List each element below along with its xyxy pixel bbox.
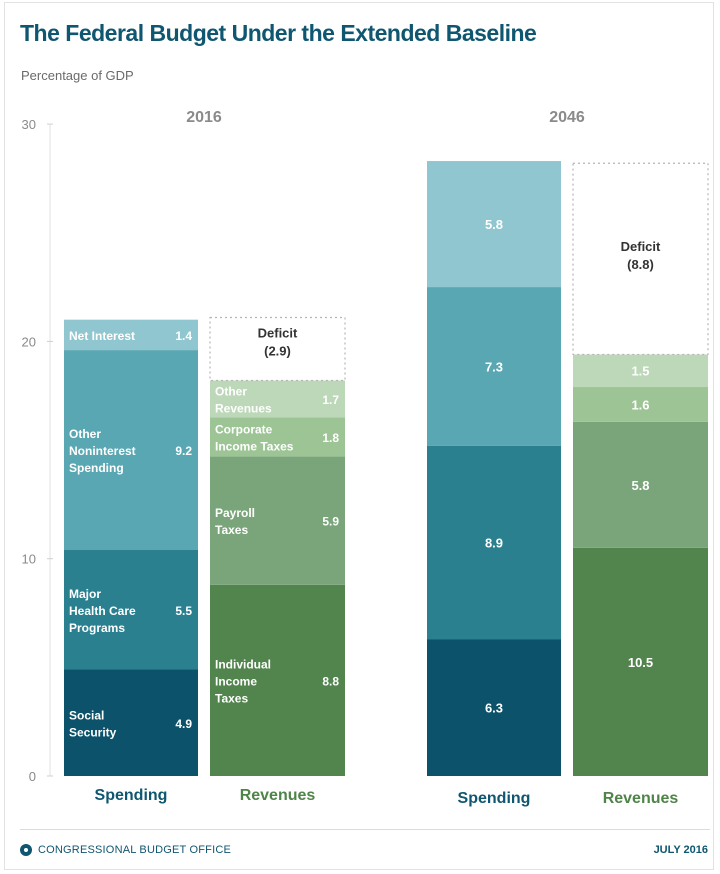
segment-label: Payroll — [215, 506, 255, 520]
segment-label: Other — [215, 384, 247, 398]
segment-label: Noninterest — [69, 444, 136, 458]
segment-value-label: 10.5 — [628, 655, 653, 670]
chart-frame — [4, 2, 714, 870]
segment-label: Corporate — [215, 423, 273, 437]
segment-label: Security — [69, 725, 117, 739]
bar-segment — [210, 380, 345, 418]
segment-label: Spending — [69, 461, 124, 475]
deficit-value: (2.9) — [264, 343, 291, 358]
chart-title: The Federal Budget Under the Extended Ba… — [20, 20, 537, 46]
segment-value-label: 1.5 — [631, 364, 649, 379]
footer-divider — [20, 829, 710, 830]
bar-segment — [210, 417, 345, 457]
deficit-box — [209, 316, 346, 382]
segment-value-label: 1.7 — [322, 393, 339, 407]
deficit-label: Deficit — [258, 325, 298, 340]
y-tick-label: 0 — [29, 769, 36, 784]
y-tick-label: 20 — [22, 334, 36, 349]
segment-label: Taxes — [215, 691, 248, 705]
segment-value-label: 9.2 — [175, 444, 192, 458]
bar-segment — [427, 161, 561, 288]
segment-label: Major — [69, 587, 101, 601]
segment-label: Health Care — [69, 604, 136, 618]
segment-label: Social — [69, 708, 104, 722]
bar-segment — [64, 319, 198, 351]
bar-segment — [573, 421, 708, 548]
segment-label: Net Interest — [69, 329, 135, 343]
segment-label: Other — [69, 427, 101, 441]
footer-date: JULY 2016 — [653, 844, 708, 856]
bar-segment — [64, 550, 198, 670]
segment-value-label: 5.9 — [322, 515, 339, 529]
x-category-label: Spending — [95, 787, 168, 804]
y-tick-label: 10 — [22, 552, 36, 567]
bar-segment — [210, 584, 345, 776]
segment-value-label: 5.8 — [485, 217, 503, 232]
bar-segment — [427, 639, 561, 776]
segment-value-label: 5.8 — [631, 478, 649, 493]
segment-value-label: 7.3 — [485, 359, 503, 374]
footer-organization: CONGRESSIONAL BUDGET OFFICE — [38, 844, 232, 856]
bar-segment — [573, 387, 708, 422]
segment-value-label: 1.4 — [175, 329, 192, 343]
y-tick-label: 30 — [22, 117, 36, 132]
segment-value-label: 1.8 — [322, 431, 339, 445]
x-category-label: Revenues — [240, 787, 316, 804]
segment-label: Taxes — [215, 523, 248, 537]
segment-value-label: 8.8 — [322, 674, 339, 688]
year-label: 2016 — [186, 109, 222, 126]
bar-segment — [427, 445, 561, 640]
bar-segment — [573, 354, 708, 388]
segment-label: Income Taxes — [215, 440, 294, 454]
bar-segment — [64, 669, 198, 776]
segment-label: Individual — [215, 657, 271, 671]
y-axis-label: Percentage of GDP — [21, 68, 134, 83]
bar-segment — [427, 287, 561, 446]
segment-value-label: 8.9 — [485, 535, 503, 550]
deficit-value: (8.8) — [627, 257, 654, 272]
x-category-label: Revenues — [603, 790, 679, 807]
segment-value-label: 1.6 — [631, 397, 649, 412]
bar-segment — [210, 456, 345, 585]
year-label: 2046 — [549, 109, 585, 126]
segment-value-label: 6.3 — [485, 701, 503, 716]
segment-label: Revenues — [215, 401, 272, 415]
cbo-logo-icon — [20, 844, 32, 856]
segment-label: Programs — [69, 621, 125, 635]
x-category-label: Spending — [458, 790, 531, 807]
segment-label: Income — [215, 674, 257, 688]
segment-value-label: 4.9 — [175, 717, 192, 731]
segment-value-label: 5.5 — [175, 604, 192, 618]
bar-segment — [573, 547, 708, 776]
deficit-box — [572, 162, 709, 356]
bar-segment — [64, 350, 198, 551]
deficit-label: Deficit — [621, 239, 661, 254]
